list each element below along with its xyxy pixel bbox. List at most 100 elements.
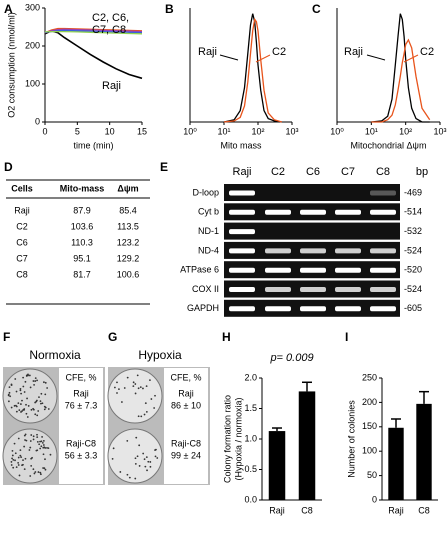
colony-dot xyxy=(42,444,45,446)
annotation: C2 xyxy=(420,46,434,58)
table-header: Cells xyxy=(11,183,33,193)
colony-dot xyxy=(19,454,22,457)
colony-dot xyxy=(44,406,47,409)
gel-band xyxy=(370,248,396,254)
colony-dot xyxy=(134,457,137,460)
colony-dot xyxy=(25,439,28,442)
y-tick-label: 0.0 xyxy=(244,494,257,504)
colony-dot xyxy=(44,468,47,471)
colony-dot xyxy=(24,457,27,460)
arrow xyxy=(255,54,271,63)
colony-dot xyxy=(132,381,135,384)
colony-dot xyxy=(14,459,16,462)
colony-dot xyxy=(44,458,46,461)
row-value: 86 ± 10 xyxy=(171,400,201,410)
colony-dot xyxy=(40,402,42,405)
gel-band xyxy=(370,287,396,292)
gel-strip xyxy=(224,222,400,240)
colony-dot xyxy=(36,414,39,417)
colony-dot xyxy=(142,452,145,455)
gel-band xyxy=(265,267,291,273)
arrow xyxy=(403,54,419,63)
colony-dot xyxy=(32,435,35,438)
gel-band xyxy=(229,209,255,215)
colony-dot xyxy=(19,403,22,405)
colony-dot xyxy=(147,460,150,463)
x-tick-label: Raji xyxy=(388,505,404,515)
unit-label: bp xyxy=(416,166,428,178)
colony-dot xyxy=(39,471,42,474)
colony-dot xyxy=(33,472,36,475)
colony-dot xyxy=(43,408,46,411)
colony-dot xyxy=(36,433,38,436)
colony-dot xyxy=(11,454,14,457)
gel-band xyxy=(300,248,326,254)
colony-dot xyxy=(126,376,129,379)
gel-band xyxy=(370,267,396,273)
colony-dot xyxy=(40,445,43,448)
colony-dot xyxy=(145,385,148,388)
row-label: Raji xyxy=(73,388,89,398)
colony-dot xyxy=(24,439,26,441)
colony-dot xyxy=(22,385,25,388)
colony-dot xyxy=(150,398,153,400)
gel-band xyxy=(265,287,291,292)
gel-band xyxy=(335,267,361,273)
x-axis-label: Mito mass xyxy=(220,140,262,150)
lane-label: C8 xyxy=(376,166,390,178)
gel-band xyxy=(229,287,255,292)
x-tick-label: 10³ xyxy=(285,126,298,136)
gel-band xyxy=(300,306,326,312)
lane-label: Raji xyxy=(233,166,252,178)
colony-dot xyxy=(118,388,120,391)
y-tick-label: 2.0 xyxy=(244,372,257,382)
colony-dot xyxy=(30,457,33,460)
colony-dot xyxy=(39,447,42,450)
gel-band xyxy=(229,306,255,312)
panel-label: B xyxy=(165,2,174,16)
colony-dot xyxy=(20,392,23,395)
colony-dot xyxy=(134,462,137,465)
table-cell: 81.7 xyxy=(73,269,91,279)
colony-dot xyxy=(32,408,35,411)
table-cell: Raji xyxy=(14,205,30,215)
colony-dot xyxy=(136,374,139,377)
table-cell: 87.9 xyxy=(73,205,91,215)
bar xyxy=(416,403,432,500)
gel-band xyxy=(370,306,396,312)
colony-dot xyxy=(39,473,42,476)
colony-dot xyxy=(7,400,10,403)
panel-label: F xyxy=(3,330,10,344)
colony-dot xyxy=(134,383,137,385)
gel-bp: -514 xyxy=(404,207,422,217)
colony-dot xyxy=(154,394,156,397)
row-value: 76 ± 7.3 xyxy=(65,400,97,410)
colony-dot xyxy=(17,437,20,440)
colony-dot xyxy=(123,387,126,389)
colony-dot xyxy=(22,376,25,379)
colony-dot xyxy=(20,456,23,459)
colony-dot xyxy=(39,440,41,443)
colony-dot xyxy=(33,383,35,386)
gel-band xyxy=(370,190,396,196)
y-tick-label: 100 xyxy=(362,446,377,456)
gel-bp: -605 xyxy=(404,303,422,313)
annotation: Raji xyxy=(102,80,121,92)
colony-dot xyxy=(41,442,44,444)
gel-band xyxy=(335,306,361,312)
annotation: Raji xyxy=(344,46,363,58)
colony-dot xyxy=(13,404,16,407)
table-cell: 103.6 xyxy=(71,221,94,231)
colony-dot xyxy=(32,438,35,441)
box-header: CFE, % xyxy=(65,372,96,382)
colony-dot xyxy=(34,377,37,379)
colony-dot xyxy=(42,467,44,469)
bar xyxy=(268,431,286,500)
panel-label: C xyxy=(312,2,321,16)
colony-dot xyxy=(149,379,151,382)
colony-dot xyxy=(119,471,122,473)
colony-dot xyxy=(134,477,137,480)
colony-dot xyxy=(10,384,13,387)
colony-dot xyxy=(132,385,135,388)
row-value: 56 ± 3.3 xyxy=(65,450,97,460)
